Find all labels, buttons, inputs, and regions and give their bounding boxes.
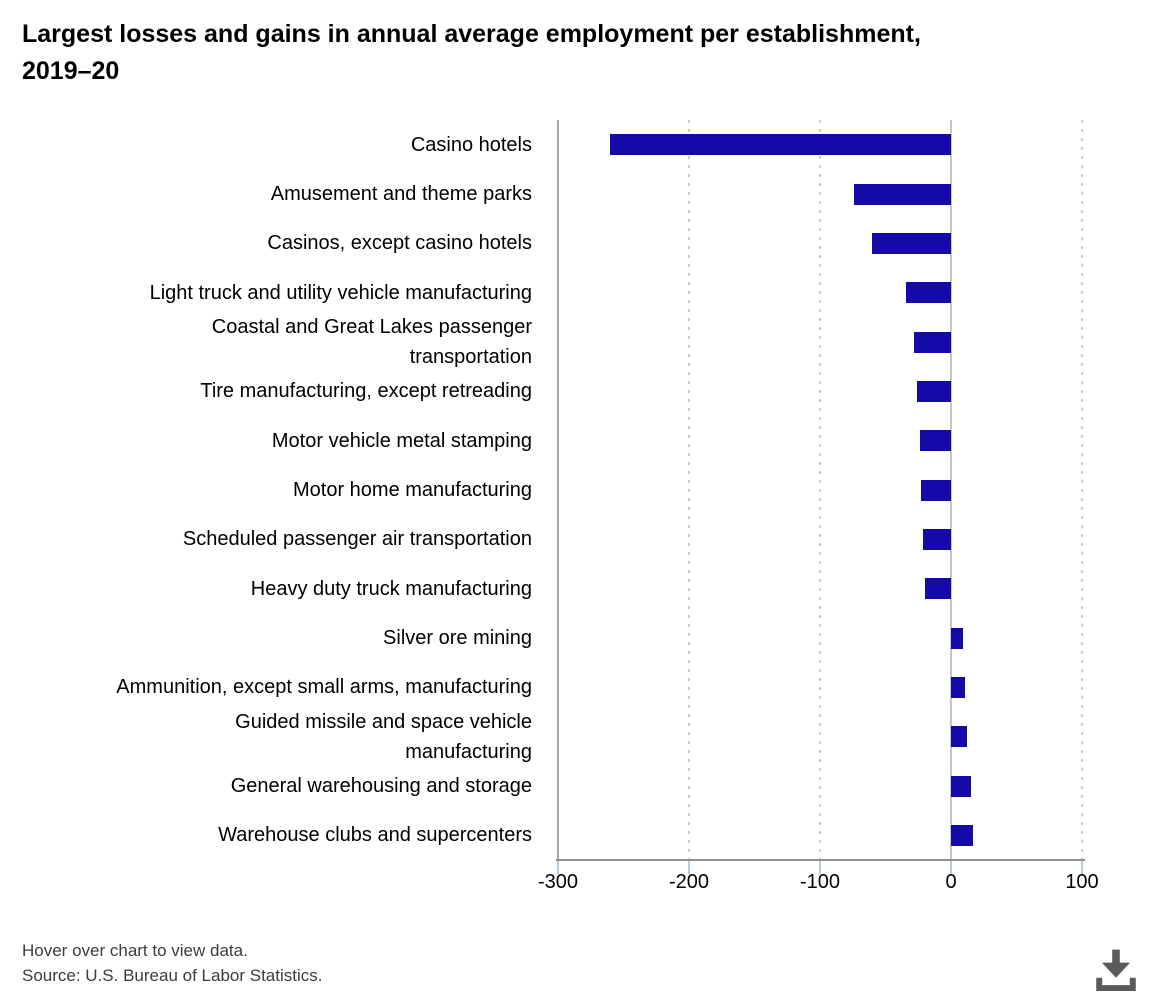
bar[interactable]: [924, 578, 951, 600]
x-axis-line: [556, 859, 1085, 861]
bar[interactable]: [906, 282, 951, 304]
source-note: Source: U.S. Bureau of Labor Statistics.: [22, 966, 323, 985]
x-tick-label: 0: [945, 871, 957, 893]
download-button[interactable]: [1086, 938, 1148, 998]
category-label: Light truck and utility vehicle manufact…: [149, 281, 532, 304]
bar[interactable]: [919, 430, 951, 452]
bar[interactable]: [872, 232, 951, 254]
gridline: [688, 120, 690, 860]
bar[interactable]: [951, 824, 974, 846]
category-label: General warehousing and storage: [230, 775, 532, 797]
bar[interactable]: [916, 380, 951, 402]
category-label: Ammunition, except small arms, manufactu…: [116, 676, 532, 699]
bar[interactable]: [923, 528, 951, 550]
bar[interactable]: [854, 183, 951, 205]
category-label: Amusement and theme parks: [270, 183, 532, 205]
category-label: Tire manufacturing, except retreading: [200, 380, 532, 403]
category-label: Motor home manufacturing: [292, 479, 532, 501]
category-label: Casino hotels: [410, 133, 532, 156]
footer: Hover over chart to view data. Source: U…: [22, 938, 322, 988]
bar[interactable]: [951, 676, 966, 698]
download-icon: [1096, 949, 1136, 992]
bar[interactable]: [610, 134, 951, 156]
y-axis-line: [557, 120, 559, 860]
chart-plot[interactable]: [558, 120, 1083, 860]
category-label: Warehouse clubs and supercenters: [218, 824, 532, 847]
x-tick: [950, 861, 952, 874]
bar[interactable]: [920, 479, 951, 501]
gridline: [1081, 120, 1083, 860]
x-tick: [557, 861, 559, 874]
x-tick-label: -100: [799, 871, 841, 893]
x-tick-label: 100: [1065, 871, 1099, 893]
bar[interactable]: [951, 775, 971, 797]
category-label: Coastal and Great Lakes passenger transp…: [211, 316, 532, 368]
x-tick-label: -300: [537, 871, 579, 893]
x-tick-label: -200: [668, 871, 710, 893]
category-label: Scheduled passenger air transportation: [182, 528, 532, 551]
gridline: [819, 120, 821, 860]
bar[interactable]: [914, 331, 951, 353]
chart-title: Largest losses and gains in annual avera…: [22, 20, 921, 85]
zero-gridline: [950, 120, 952, 860]
category-label: Guided missile and space vehicle manufac…: [235, 710, 532, 763]
x-tick: [1081, 861, 1083, 874]
category-label: Casinos, except casino hotels: [267, 232, 532, 255]
x-tick: [688, 861, 690, 874]
category-label: Heavy duty truck manufacturing: [250, 577, 532, 600]
category-label: Silver ore mining: [383, 627, 532, 649]
bar[interactable]: [951, 627, 963, 649]
x-tick: [819, 861, 821, 874]
bar[interactable]: [951, 726, 967, 748]
hover-note: Hover over chart to view data.: [22, 941, 248, 960]
category-label: Motor vehicle metal stamping: [271, 429, 532, 452]
